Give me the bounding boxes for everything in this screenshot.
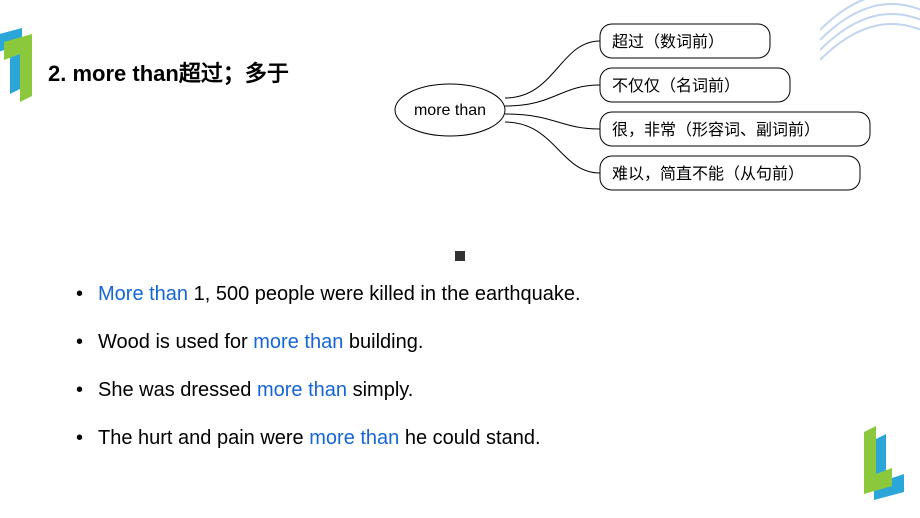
heading-number: 2.	[48, 61, 72, 86]
heading-zh: 超过；多于	[179, 61, 289, 86]
svg-text:难以，简直不能（从句前）: 难以，简直不能（从句前）	[612, 165, 804, 183]
slide-center-marker	[450, 246, 470, 266]
example-item: The hurt and pain were more than he coul…	[72, 422, 842, 454]
example-post: 1, 500 people were killed in the earthqu…	[188, 283, 581, 305]
corner-bracket-bottom-right	[860, 420, 904, 500]
example-highlight: more than	[309, 427, 399, 449]
example-post: building.	[343, 331, 423, 353]
example-ul: More than 1, 500 people were killed in t…	[72, 278, 842, 454]
example-post: he could stand.	[399, 427, 540, 449]
example-pre: The hurt and pain were	[98, 427, 309, 449]
more-than-diagram: more than 超过（数词前） 不仅仅（名词前） 很，非常（形容词、副词前） 难以，…	[370, 10, 900, 210]
example-item: Wood is used for more than building.	[72, 326, 842, 358]
svg-text:more than: more than	[414, 102, 486, 119]
example-highlight: more than	[253, 331, 343, 353]
section-heading: 2. more than超过；多于	[48, 56, 289, 88]
example-post: simply.	[347, 379, 413, 401]
svg-text:不仅仅（名词前）: 不仅仅（名词前）	[612, 77, 740, 95]
svg-text:超过（数词前）: 超过（数词前）	[612, 33, 724, 51]
example-highlight: More than	[98, 283, 188, 305]
example-highlight: more than	[257, 379, 347, 401]
heading-term: more than	[72, 61, 178, 86]
example-pre: She was dressed	[98, 379, 257, 401]
example-item: More than 1, 500 people were killed in t…	[72, 278, 842, 310]
corner-bracket-top-left	[0, 28, 38, 128]
example-pre: Wood is used for	[98, 331, 253, 353]
example-list: More than 1, 500 people were killed in t…	[72, 278, 842, 470]
example-item: She was dressed more than simply.	[72, 374, 842, 406]
svg-text:很，非常（形容词、副词前）: 很，非常（形容词、副词前）	[612, 121, 820, 139]
